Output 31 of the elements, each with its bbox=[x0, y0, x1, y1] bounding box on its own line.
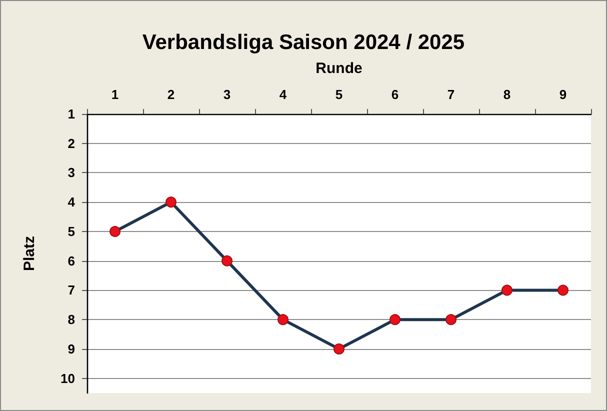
y-tick-label: 2 bbox=[68, 136, 75, 151]
x-axis-title: Runde bbox=[316, 60, 362, 77]
point bbox=[334, 343, 344, 354]
y-tick-label: 7 bbox=[68, 282, 75, 298]
point bbox=[558, 284, 568, 296]
y-tick-label: 1 bbox=[68, 106, 75, 122]
x-tick-label: 2 bbox=[167, 87, 175, 102]
y-tick-label: 3 bbox=[68, 165, 75, 180]
point bbox=[166, 196, 176, 208]
x-tick-label: 8 bbox=[503, 87, 511, 102]
y-axis-title: Platz bbox=[21, 236, 38, 272]
y-tick-label: 4 bbox=[68, 194, 76, 210]
x-tick-label: 4 bbox=[279, 87, 288, 102]
y-tick-label: 5 bbox=[68, 224, 75, 239]
x-tick-label: 1 bbox=[111, 87, 119, 102]
y-tick-label: 9 bbox=[68, 341, 75, 356]
point bbox=[222, 255, 232, 266]
point bbox=[502, 284, 512, 296]
chart-title: Verbandsliga Saison 2024 / 2025 bbox=[142, 31, 465, 54]
point bbox=[110, 226, 120, 237]
x-tick-label: 5 bbox=[335, 87, 343, 102]
x-tick-label: 9 bbox=[559, 87, 567, 102]
y-tick-label: 8 bbox=[68, 312, 75, 328]
point bbox=[278, 314, 288, 326]
x-tick-label: 3 bbox=[223, 87, 231, 102]
point bbox=[390, 314, 400, 326]
y-tick-label: 6 bbox=[68, 253, 75, 268]
y-tick-label: 10 bbox=[60, 370, 75, 386]
x-tick-label: 7 bbox=[447, 87, 455, 102]
x-tick-label: 6 bbox=[391, 87, 399, 102]
point bbox=[446, 314, 456, 326]
